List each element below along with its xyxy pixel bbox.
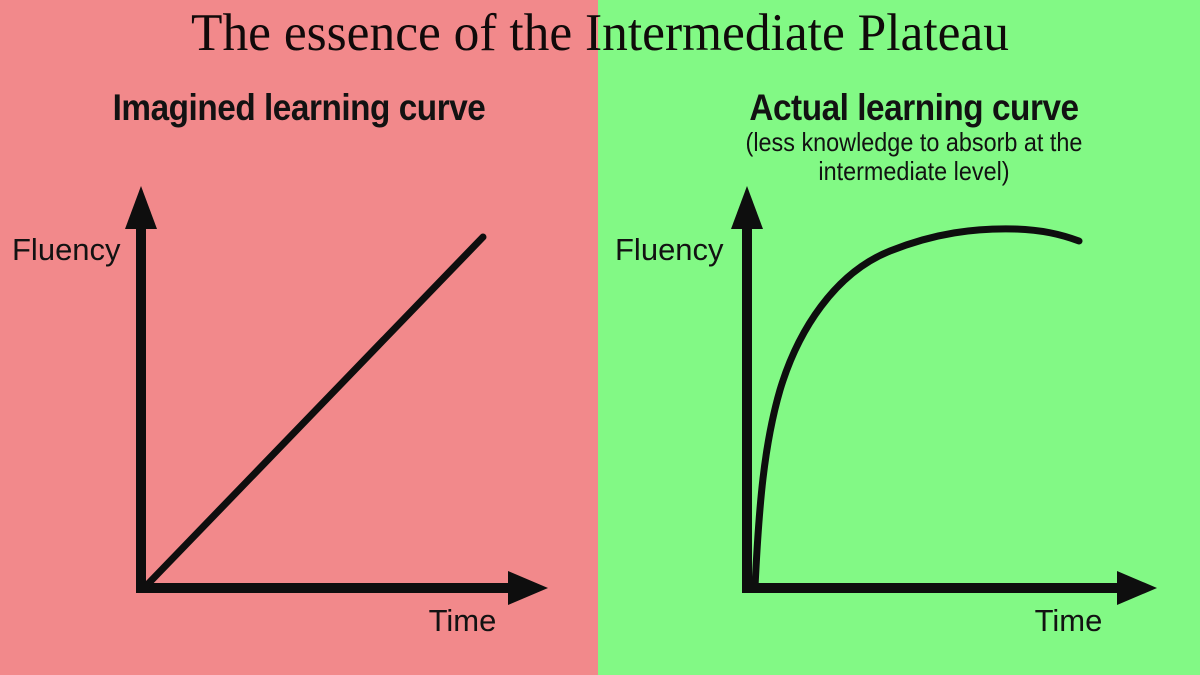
imagined-y-axis-label: Fluency <box>12 232 121 267</box>
actual-x-axis-arrowhead-icon <box>1117 571 1157 605</box>
imagined-x-axis-arrowhead-icon <box>508 571 548 605</box>
actual-curve-line <box>751 225 1083 591</box>
main-title: The essence of the Intermediate Plateau <box>191 4 1009 62</box>
imagined-y-axis-arrowhead-icon <box>125 186 157 229</box>
actual-heading: Actual learning curve <box>749 87 1079 128</box>
actual-subtitle-line-1: (less knowledge to absorb at the <box>745 127 1083 157</box>
actual-subtitle-line-2: intermediate level) <box>818 156 1010 186</box>
actual-header-block: Actual learning curve (less knowledge to… <box>643 88 1185 186</box>
panel-imagined: Imagined learning curve Fluency Time <box>0 0 598 675</box>
actual-learning-curve-chart <box>731 186 1157 605</box>
imagined-heading: Imagined learning curve <box>112 87 486 128</box>
imagined-learning-curve-chart <box>125 186 548 605</box>
panel-actual: Actual learning curve (less knowledge to… <box>598 0 1200 675</box>
imagined-curve-line <box>142 233 487 590</box>
actual-y-axis-arrowhead-icon <box>731 186 763 229</box>
imagined-x-axis-label: Time <box>428 603 497 638</box>
actual-y-axis-label: Fluency <box>615 232 724 267</box>
actual-x-axis-label: Time <box>1034 603 1103 638</box>
